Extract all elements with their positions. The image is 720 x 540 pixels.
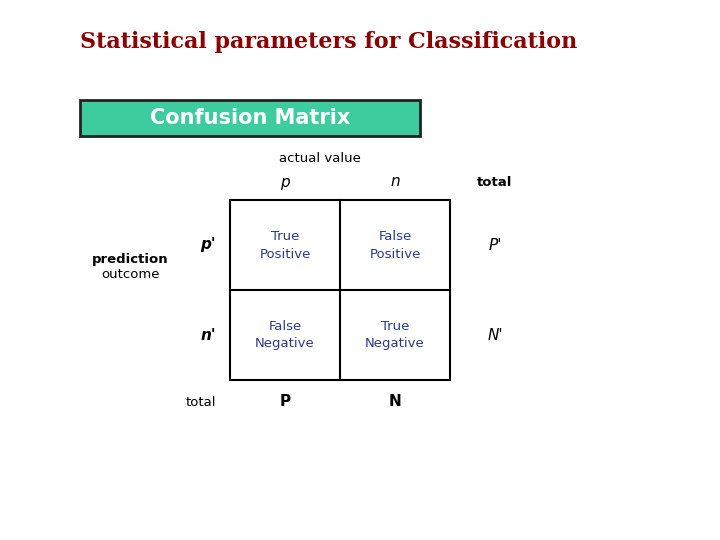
Text: P: P (279, 395, 291, 409)
Text: prediction: prediction (91, 253, 168, 267)
Text: True
Negative: True Negative (365, 320, 425, 350)
Bar (80, 100, 420, 136)
Text: n': n' (200, 327, 216, 342)
Text: p: p (280, 174, 290, 190)
Text: actual value: actual value (279, 152, 361, 165)
Text: False
Positive: False Positive (369, 230, 420, 260)
Text: p': p' (200, 238, 216, 253)
Text: N': N' (487, 327, 503, 342)
Text: n: n (390, 174, 400, 190)
Text: P': P' (488, 238, 502, 253)
Text: Confusion Matrix: Confusion Matrix (150, 108, 350, 128)
Text: total: total (186, 395, 216, 408)
Bar (230, 200, 450, 380)
Text: total: total (477, 176, 513, 188)
Text: True
Positive: True Positive (259, 230, 311, 260)
Text: outcome: outcome (101, 268, 159, 281)
Text: False
Negative: False Negative (255, 320, 315, 350)
Text: N: N (389, 395, 401, 409)
Text: Statistical parameters for Classification: Statistical parameters for Classificatio… (80, 31, 577, 53)
